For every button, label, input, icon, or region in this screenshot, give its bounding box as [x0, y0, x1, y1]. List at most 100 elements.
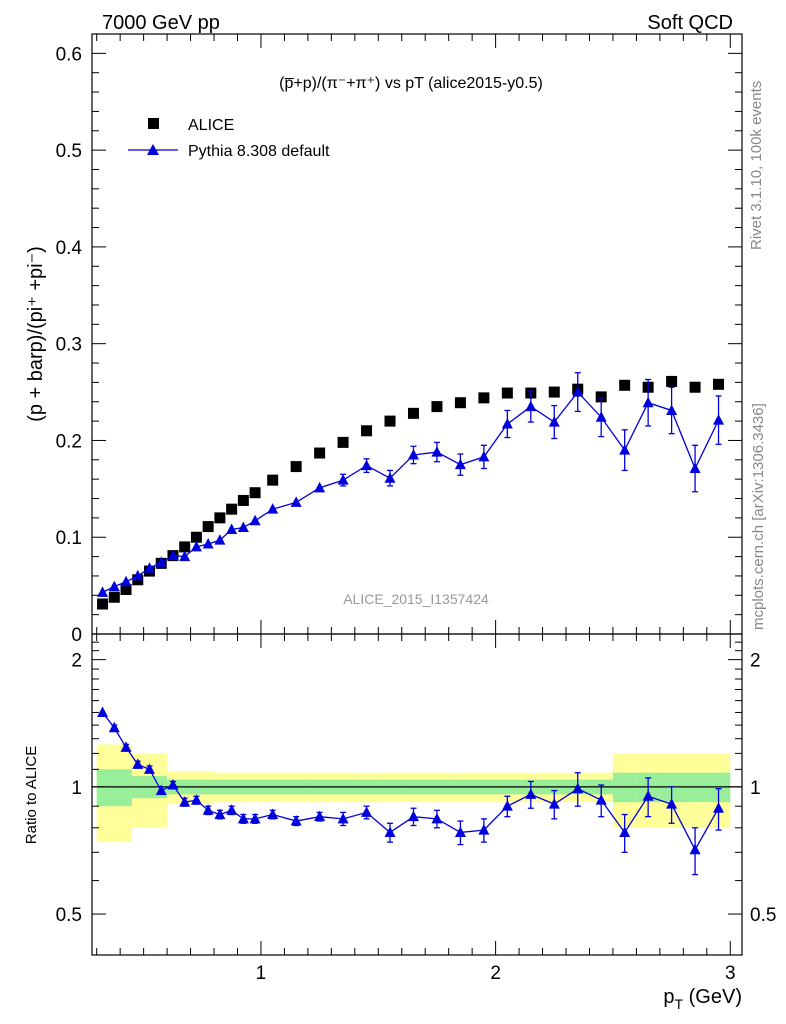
- pythia-point: [132, 569, 144, 581]
- pythia-point: [713, 414, 725, 425]
- pythia-point: [478, 450, 490, 462]
- legend-alice-marker: [148, 118, 159, 129]
- alice-point: [454, 397, 466, 409]
- pythia-point: [619, 444, 631, 455]
- alice-point: [190, 531, 202, 543]
- pythia-point: [214, 534, 226, 545]
- ratio-marks: [92, 706, 742, 876]
- pythia-point: [190, 540, 202, 552]
- alice-point: [120, 583, 132, 595]
- ratio-pythia-point: [314, 810, 326, 822]
- main-marks: [97, 372, 725, 610]
- alice-point: [478, 392, 490, 404]
- pythia-point: [179, 550, 191, 562]
- alice-point: [384, 415, 396, 427]
- ratio-pythia-point: [501, 800, 513, 811]
- alice-point: [689, 381, 701, 393]
- ratio-pythia-point: [214, 808, 226, 820]
- ratio-pythia-point: [202, 804, 214, 815]
- pythia-point: [384, 472, 396, 483]
- pythia-point: [267, 503, 279, 514]
- ratio-ytick-label-right: 1: [750, 778, 761, 799]
- ratio-pythia-point: [132, 758, 144, 769]
- ratio-xtick-label: 1: [256, 963, 267, 984]
- pythia-point: [642, 396, 654, 408]
- ratio-pythia-point: [407, 810, 419, 822]
- pythia-point: [97, 586, 109, 597]
- ratio-pythia-point: [619, 826, 631, 837]
- alice-point: [290, 461, 302, 473]
- ratio-pythia-point: [226, 804, 238, 815]
- alice-point: [214, 512, 226, 524]
- pythia-point: [407, 448, 419, 460]
- ratio-pythia-point: [97, 706, 109, 717]
- ratio-frame: [91, 633, 743, 956]
- pythia-point: [237, 521, 249, 533]
- pythia-point: [361, 459, 373, 471]
- ratio-ticks: 1 2 3 0.5 0.5 1 1 2 2: [56, 634, 776, 984]
- pythia-point: [501, 418, 513, 429]
- alice-point: [548, 386, 560, 398]
- ratio-pythia-point: [290, 815, 302, 826]
- alice-point: [97, 598, 109, 610]
- ratio-ytick-label: 2: [71, 651, 82, 672]
- alice-point: [619, 379, 631, 391]
- ratio-pythia-point: [267, 808, 279, 820]
- pythia-point: [595, 411, 607, 422]
- ratio-pythia-point: [689, 843, 701, 855]
- pythia-point: [120, 575, 132, 587]
- ratio-pythia-point: [642, 790, 654, 801]
- pythia-line: [102, 391, 720, 593]
- pythia-point: [572, 386, 584, 397]
- ratio-pythia-point: [179, 796, 191, 807]
- legend-pythia-marker: [147, 144, 159, 155]
- ratio-pythia-line: [102, 712, 720, 852]
- alice-point: [431, 401, 443, 413]
- pythia-point: [167, 549, 179, 561]
- main-ytick-label: 0.2: [56, 431, 82, 452]
- ratio-ytick-label: 0.5: [56, 905, 82, 926]
- ratio-pythia-point: [572, 782, 584, 794]
- pythia-point: [525, 400, 537, 412]
- pythia-point: [143, 562, 155, 573]
- main-ylabel: (p + barp)/(pi⁺ +pi⁻): [25, 246, 47, 422]
- ratio-pythia-point: [120, 741, 132, 752]
- ratio-ytick-label-right: 2: [750, 651, 761, 672]
- ratio-ytick-label: 1: [71, 778, 82, 799]
- ratio-pythia-point: [190, 794, 202, 805]
- alice-point: [267, 474, 279, 486]
- pythia-point: [290, 496, 302, 507]
- main-ytick-label: 0: [71, 625, 82, 646]
- ratio-pythia-point: [249, 812, 261, 824]
- alice-point: [501, 387, 513, 399]
- pythia-point: [249, 514, 261, 526]
- alice-point: [108, 591, 120, 603]
- pythia-point: [454, 458, 466, 470]
- main-ytick-label: 0.4: [56, 238, 83, 259]
- legend-alice-label: ALICE: [188, 117, 234, 134]
- main-title: (p̅+p)/(π⁻+π⁺) vs pT (alice2015-y0.5): [279, 75, 543, 92]
- alice-point: [237, 494, 249, 506]
- watermark: ALICE_2015_I1357424: [343, 591, 489, 607]
- ratio-pythia-point: [666, 798, 678, 809]
- ratio-pythia-point: [595, 794, 607, 805]
- legend-pythia-label: Pythia 8.308 default: [188, 143, 330, 160]
- alice-point: [666, 375, 678, 387]
- ratio-pythia-point: [155, 784, 167, 796]
- main-ytick-label: 0.6: [56, 44, 82, 65]
- alice-point: [179, 541, 191, 553]
- pythia-point: [337, 474, 349, 485]
- header-left: 7000 GeV pp: [102, 12, 220, 34]
- legend: ALICE Pythia 8.308 default: [128, 117, 330, 160]
- pythia-point: [202, 538, 214, 549]
- pythia-point: [548, 416, 560, 427]
- x-axis-label: pT (GeV): [663, 986, 742, 1012]
- pythia-point: [689, 462, 701, 474]
- ratio-pythia-point: [361, 806, 373, 817]
- alice-point: [361, 425, 373, 437]
- ratio-pythia-point: [431, 812, 443, 824]
- pythia-point: [666, 404, 678, 415]
- rivet-label: Rivet 3.1.10, 100k events: [748, 81, 765, 250]
- ratio-pythia-point: [548, 798, 560, 809]
